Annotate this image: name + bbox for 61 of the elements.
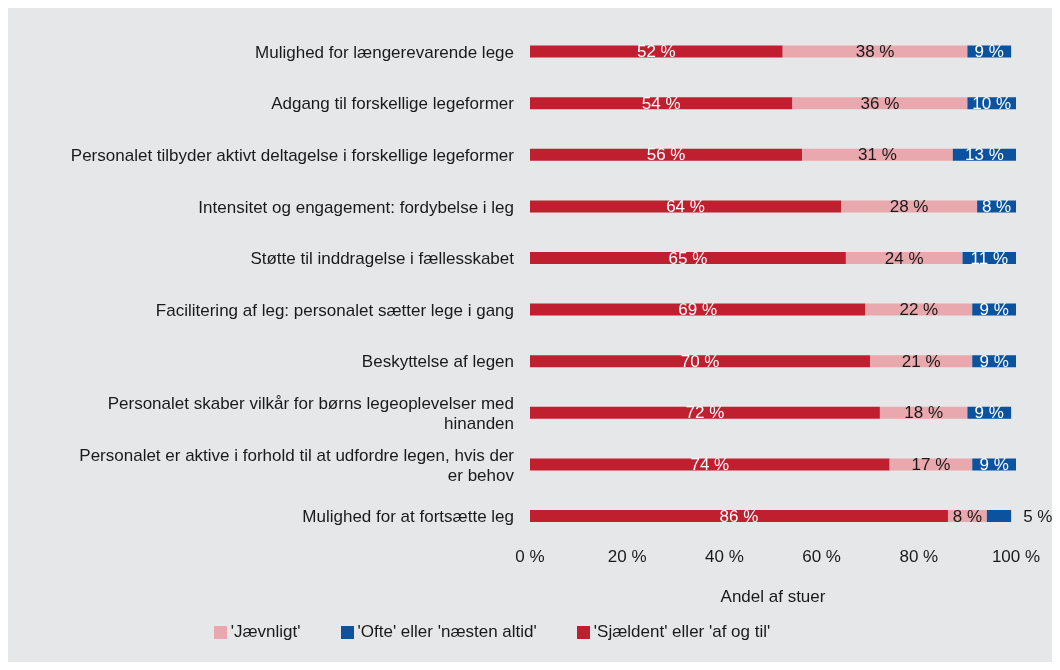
y-tick-label: Mulighed for at fortsætte leg xyxy=(302,506,514,526)
bar xyxy=(530,252,846,265)
data-label: 28 % xyxy=(889,196,929,216)
x-axis-title: Andel af stuer xyxy=(720,587,826,606)
x-tick-label: 100 % xyxy=(991,547,1041,567)
data-label: 24 % xyxy=(884,248,924,268)
data-label: 74 % xyxy=(690,454,730,474)
data-label: 38 % xyxy=(855,42,895,62)
bar xyxy=(986,510,1012,523)
data-label: 65 % xyxy=(668,248,708,268)
y-tick-label: Beskyttelse af legen xyxy=(361,351,514,371)
bar xyxy=(530,458,890,471)
data-label: 70 % xyxy=(680,351,720,371)
data-label: 52 % xyxy=(636,42,676,62)
data-label: 9 % xyxy=(979,351,1009,371)
data-label: 9 % xyxy=(974,42,1004,62)
data-label: 86 % xyxy=(719,506,759,526)
data-label: 64 % xyxy=(666,196,705,216)
bar xyxy=(530,97,793,110)
x-tick-label: 0 % xyxy=(515,547,545,567)
data-label: 56 % xyxy=(646,145,686,165)
legend-label: 'Jævnligt' xyxy=(230,622,301,641)
data-label: 9 % xyxy=(979,454,1009,474)
data-label: 9 % xyxy=(979,300,1009,320)
y-tick-label: Facilitering af leg: personalet sætter lege i gang xyxy=(155,300,514,320)
data-label: 22 % xyxy=(899,300,939,320)
data-label: 36 % xyxy=(860,93,900,113)
y-tick-label: Støtte til inddragelse i fællesskabet xyxy=(250,248,515,268)
bar xyxy=(530,406,880,419)
data-label: 69 % xyxy=(678,300,718,320)
legend-label: 'Ofte' eller 'næsten altid' xyxy=(357,622,537,641)
y-tick-label: Adgang til forskellige legeformer xyxy=(271,93,515,113)
y-tick-label: Intensitet og engagement: fordybelse i leg xyxy=(198,197,514,217)
data-label: 13 % xyxy=(965,145,1004,165)
bar xyxy=(530,355,871,368)
bar xyxy=(530,200,842,213)
y-tick-label: Personalet er aktive i forhold til at udfordre legen, hvis der er behov xyxy=(79,445,515,485)
data-label: 31 % xyxy=(858,145,897,165)
y-tick-label: Personalet tilbyder aktivt deltagelse i forskellige legeformer xyxy=(70,145,515,165)
data-label: 5 % xyxy=(1023,506,1053,526)
legend-label: 'Sjældent' eller 'af og til' xyxy=(593,622,771,641)
data-label: 10 % xyxy=(972,93,1012,113)
data-label: 11 % xyxy=(970,248,1009,268)
data-label: 18 % xyxy=(904,403,944,423)
data-label: 54 % xyxy=(641,93,681,113)
y-tick-label: Mulighed for længerevarende lege xyxy=(255,42,514,62)
data-label: 17 % xyxy=(911,454,951,474)
bar xyxy=(530,303,866,316)
x-tick-label: 40 % xyxy=(705,547,744,567)
y-tick-label: Personalet skaber vilkår for børns legeoplevelser med hinanden xyxy=(107,393,514,433)
data-label: 8 % xyxy=(952,506,983,526)
bar xyxy=(530,510,948,523)
data-label: 21 % xyxy=(901,351,941,371)
x-tick-label: 20 % xyxy=(607,547,647,567)
bar xyxy=(530,148,803,161)
x-tick-label: 80 % xyxy=(899,547,939,567)
data-label: 9 % xyxy=(974,403,1004,423)
data-label: 72 % xyxy=(685,403,725,423)
bar xyxy=(530,45,783,58)
x-tick-label: 60 % xyxy=(802,547,841,567)
data-label: 8 % xyxy=(981,196,1012,216)
